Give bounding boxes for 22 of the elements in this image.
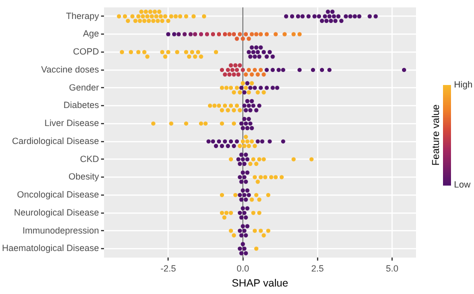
x-tick-label: 5.0	[386, 263, 398, 274]
y-tick-label: Therapy	[66, 10, 100, 21]
y-tick-label: Gender	[69, 82, 100, 92]
color-bar-title: Feature value	[430, 104, 442, 166]
x-tick-label: 2.5	[311, 263, 324, 274]
y-tick-label: Immunodepression	[22, 225, 100, 236]
y-tick-label: Neurological Disease	[14, 207, 100, 218]
y-tick-label: Age	[83, 28, 100, 39]
y-tick-label: Vaccine doses	[41, 64, 100, 74]
x-axis-title: SHAP value	[232, 278, 288, 290]
y-tick-label: COPD	[73, 46, 100, 57]
y-tick-label: Diabetes	[64, 100, 100, 110]
y-tick-label: Haematological Disease	[2, 243, 100, 254]
y-tick-label: Oncological Disease	[17, 190, 100, 200]
y-tick-label: Cardiological Disease	[12, 136, 100, 146]
color-bar-label: Low	[454, 179, 472, 190]
y-tick-label: Liver Disease	[44, 118, 100, 128]
color-bar-label: High	[454, 79, 473, 90]
x-tick-label: -2.5	[160, 263, 176, 274]
y-tick-label: CKD	[80, 154, 100, 164]
y-tick-label: Obesity	[68, 172, 100, 182]
x-tick-label: 0.0	[236, 263, 250, 274]
